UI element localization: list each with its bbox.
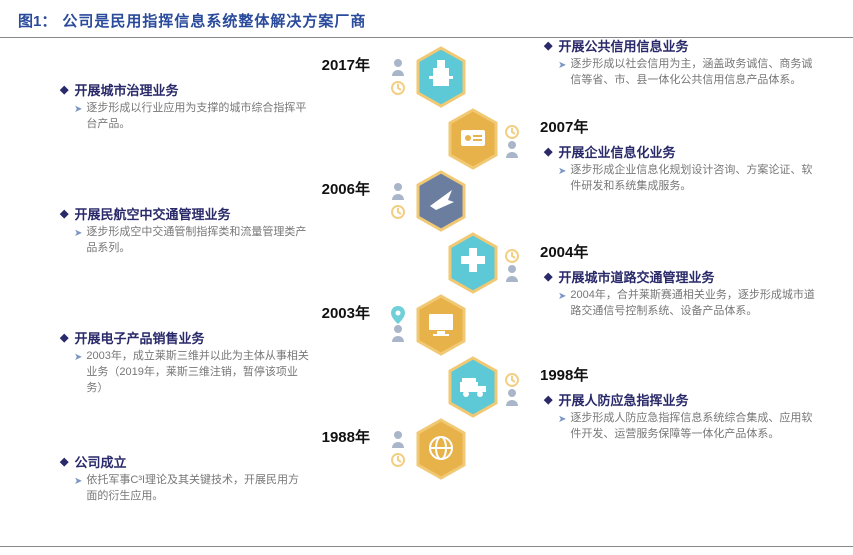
timeline-marker-1 [502,120,522,160]
milestone-card-right-0: ◆ 开展公共信用信息业务 ➤ 逐步形成以社会信用为主，涵盖政务诚信、商务诚信等省、市、… [540,36,820,89]
arrow-icon: ➤ [558,290,566,305]
timeline-stage: 2017年 2006年 2003年 1988年 2007年 2004年 1998年 ◆ 开展城市… [0,36,853,541]
timeline-hex-3 [446,232,500,294]
milestone-card-left-3: ◆ 公司成立 ➤ 依托军事C³I理论及其关键技术，开展民用方面的衍生应用。 [60,452,310,505]
timeline-marker-4 [388,306,408,346]
arrow-icon: ➤ [74,227,82,242]
card-body: 逐步形成以行业应用为支撑的城市综合指挥平台产品。 [86,101,310,133]
timeline-marker-0 [388,58,408,98]
card-body: 逐步形成人防应急指挥信息系统综合集成、应用软件开发、运营服务保障等一体化产品体系… [570,411,820,443]
bullet-icon: ◆ [544,145,552,158]
year-label-left-2: 2003年 [270,302,370,323]
timeline-hex-6 [414,418,468,480]
milestone-card-left-2: ◆ 开展电子产品销售业务 ➤ 2003年，成立莱斯三维并以此为主体从事相关业务（201… [60,328,310,397]
arrow-icon: ➤ [558,165,566,180]
milestone-card-left-0: ◆ 开展城市治理业务 ➤ 逐步形成以行业应用为支撑的城市综合指挥平台产品。 [60,80,310,133]
bullet-icon: ◆ [544,393,552,406]
card-body: 依托军事C³I理论及其关键技术，开展民用方面的衍生应用。 [86,473,310,505]
card-heading: 开展公共信用信息业务 [558,36,688,55]
arrow-icon: ➤ [558,59,566,74]
timeline-marker-5 [502,368,522,408]
card-body: 2004年，合并莱斯赛通相关业务，逐步形成城市道路交通信号控制系统、设备产品体系… [570,288,820,320]
year-label-left-0: 2017年 [270,54,370,75]
bullet-icon: ◆ [60,83,68,96]
figure-title-bar: 图1： 公司是民用指挥信息系统整体解决方案厂商 [0,0,853,38]
card-heading: 开展企业信息化业务 [558,142,675,161]
timeline-hex-4 [414,294,468,356]
card-body: 逐步形成空中交通管制指挥类和流量管理类产品系列。 [86,225,310,257]
card-heading: 开展城市治理业务 [74,80,178,99]
timeline-hex-2 [414,170,468,232]
timeline-marker-2 [388,182,408,222]
card-heading: 开展人防应急指挥业务 [558,390,688,409]
bullet-icon: ◆ [60,455,68,468]
timeline-hex-0 [414,46,468,108]
year-label-right-1: 2004年 [540,241,640,262]
year-label-right-0: 2007年 [540,116,640,137]
milestone-card-right-3: ◆ 开展人防应急指挥业务 ➤ 逐步形成人防应急指挥信息系统综合集成、应用软件开发、运营… [540,390,820,443]
card-body: 逐步形成企业信息化规划设计咨询、方案论证、软件研发和系统集成服务。 [570,163,820,195]
arrow-icon: ➤ [74,103,82,118]
bullet-icon: ◆ [544,39,552,52]
milestone-card-left-1: ◆ 开展民航空中交通管理业务 ➤ 逐步形成空中交通管制指挥类和流量管理类产品系列。 [60,204,310,257]
timeline-hex-5 [446,356,500,418]
year-label-right-2: 1998年 [540,364,640,385]
milestone-card-right-1: ◆ 开展企业信息化业务 ➤ 逐步形成企业信息化规划设计咨询、方案论证、软件研发和系统集… [540,142,820,195]
card-body: 2003年，成立莱斯三维并以此为主体从事相关业务（2019年，莱斯三维注销，暂停… [86,349,310,397]
timeline-marker-3 [502,244,522,284]
bullet-icon: ◆ [60,207,68,220]
year-label-left-3: 1988年 [270,426,370,447]
arrow-icon: ➤ [558,413,566,428]
bullet-icon: ◆ [60,331,68,344]
timeline-marker-6 [388,430,408,470]
figure-title: 公司是民用指挥信息系统整体解决方案厂商 [62,10,366,31]
bullet-icon: ◆ [544,270,552,283]
timeline-hex-1 [446,108,500,170]
year-label-left-1: 2006年 [270,178,370,199]
card-heading: 开展城市道路交通管理业务 [558,267,714,286]
card-body: 逐步形成以社会信用为主，涵盖政务诚信、商务诚信等省、市、县一体化公共信用信息产品… [570,57,820,89]
milestone-card-right-2: ◆ 开展城市道路交通管理业务 ➤ 2004年，合并莱斯赛通相关业务，逐步形成城市道路交… [540,267,820,320]
card-heading: 开展民航空中交通管理业务 [74,204,230,223]
figure-number: 图1： [18,10,56,31]
card-heading: 开展电子产品销售业务 [74,328,204,347]
arrow-icon: ➤ [74,475,82,490]
bottom-rule [0,546,853,547]
arrow-icon: ➤ [74,351,82,366]
card-heading: 公司成立 [74,452,126,471]
